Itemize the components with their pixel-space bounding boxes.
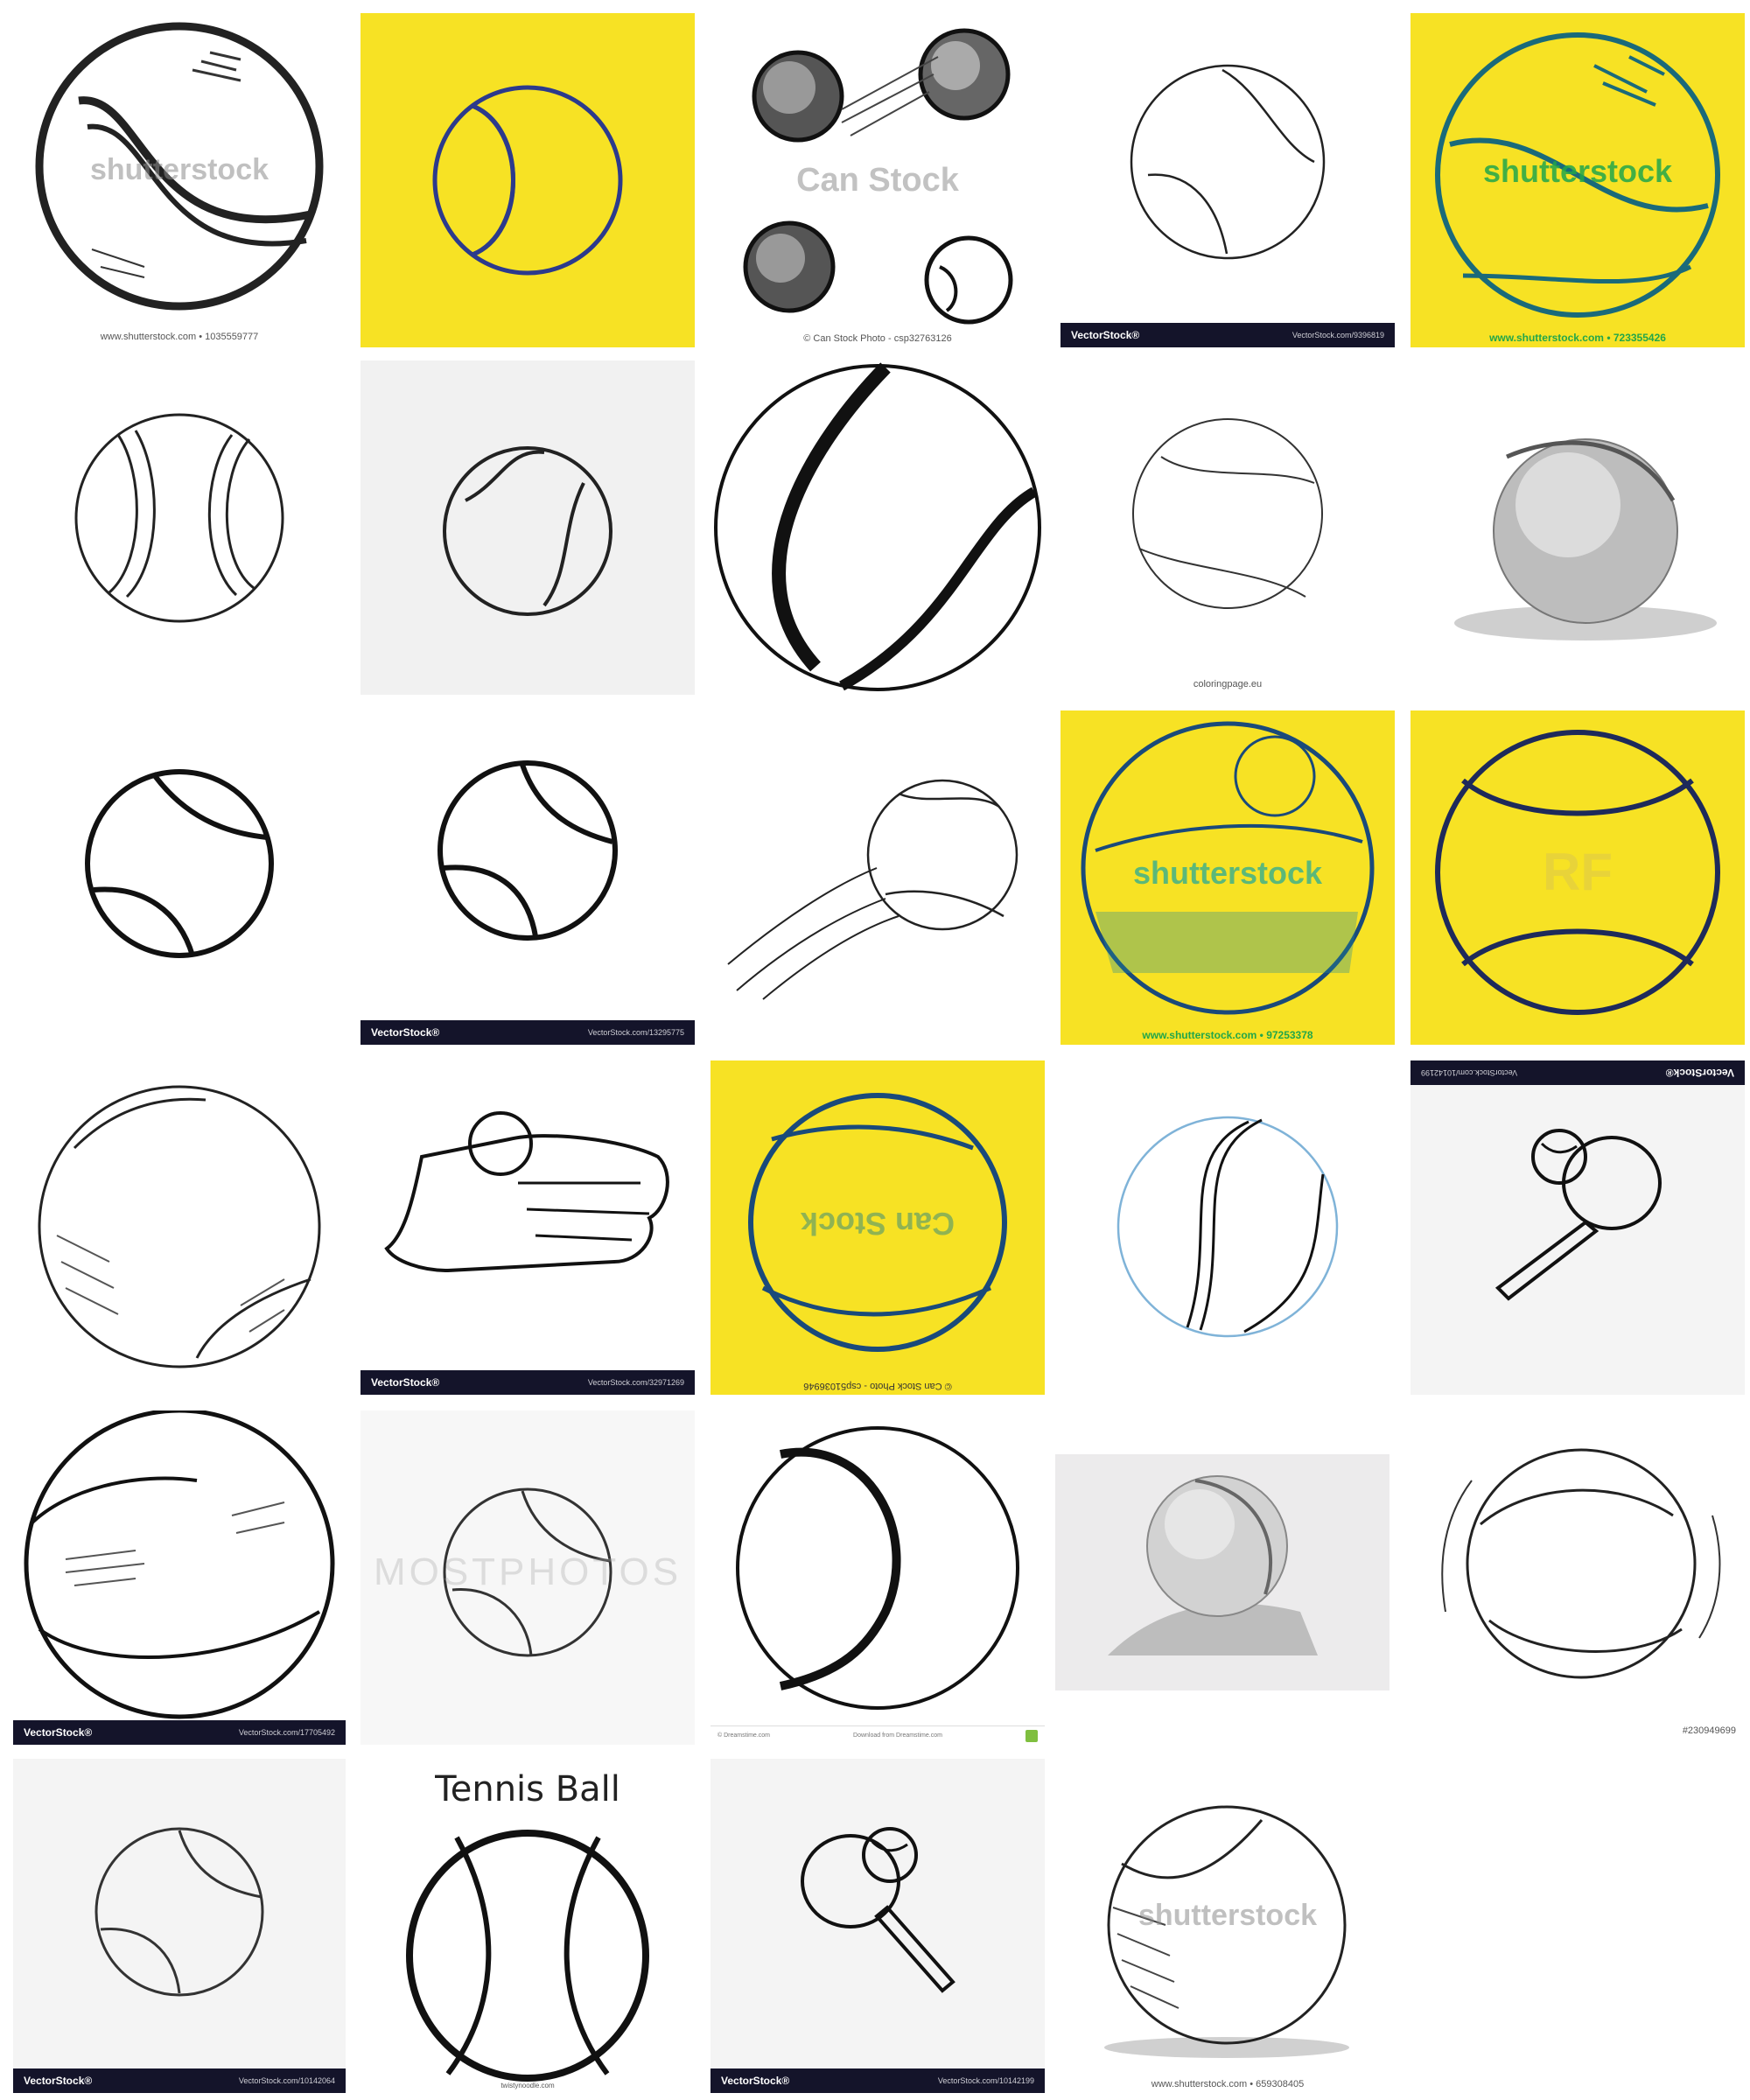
tennis-ball-outline <box>406 1830 649 2082</box>
racket-with-ball <box>801 1827 956 1993</box>
tennis-balls-sketch <box>743 28 1013 325</box>
caption: www.shutterstock.com • 97253378 <box>1142 1029 1313 1041</box>
tennis-ball-hatched <box>1441 1448 1721 1679</box>
tennis-ball-outline <box>1132 418 1323 609</box>
racket-with-ball <box>1494 1129 1662 1301</box>
caption: © Can Stock Photo - csp32763126 <box>803 333 952 344</box>
tile-yellow-hatched-ball-shutterstock[interactable]: shutterstock www.shutterstock.com • 7233… <box>1410 13 1745 347</box>
tile-large-bold-seam-ball[interactable] <box>710 360 1045 695</box>
vectorstock-logo: VectorStock® <box>1665 1067 1734 1079</box>
caption: www.shutterstock.com • 1035559777 <box>100 332 259 342</box>
caption: © Can Stock Photo - csp51036946 <box>803 1381 952 1391</box>
caption: www.shutterstock.com • 723355426 <box>1489 332 1666 344</box>
tennis-ball-outline <box>714 362 1041 691</box>
vectorstock-logo: VectorStock® <box>1071 329 1140 341</box>
vectorstock-url: VectorStock.com/17705492 <box>238 1728 335 1737</box>
tennis-ball-outline <box>443 446 612 616</box>
hand-with-ball <box>384 1111 669 1273</box>
tennis-ball-sketch <box>35 22 324 311</box>
tile-shaded-ball-vectorstock[interactable]: VectorStock® VectorStock.com/10142064 <box>13 1759 346 2093</box>
tennis-ball-hatched <box>1081 721 1375 1015</box>
tile-flying-ball[interactable] <box>710 710 1045 1045</box>
tile-outline-ball-vectorstock[interactable]: VectorStock® VectorStock.com/13295775 <box>360 710 695 1045</box>
dreamstime-left-text: © Dreamstime.com <box>718 1732 770 1739</box>
tennis-ball-outline <box>438 760 618 941</box>
tennis-ball-hatched <box>1435 32 1720 318</box>
vectorstock-url: VectorStock.com/32971269 <box>587 1378 684 1387</box>
vectorstock-logo: VectorStock® <box>371 1376 440 1389</box>
tile-simple-ball-vectorstock[interactable]: VectorStock® VectorStock.com/9396819 <box>1060 13 1395 347</box>
tennis-ball-hatched <box>38 1085 321 1368</box>
vectorstock-logo: VectorStock® <box>24 2075 93 2087</box>
tile-ball-double-seam[interactable] <box>13 360 346 693</box>
tile-grey-outline-ball[interactable] <box>360 360 695 695</box>
tile-hand-holding-ball-vectorstock[interactable]: VectorStock® VectorStock.com/32971269 <box>360 1060 695 1395</box>
vectorstock-bar: VectorStock® VectorStock.com/13295775 <box>360 1020 695 1045</box>
tennis-ball-outline <box>432 85 623 276</box>
caption: twistynoodle.com <box>500 2082 555 2090</box>
caption: coloringpage.eu <box>1193 679 1263 690</box>
dreamstime-bar: © Dreamstime.com Download from Dreamstim… <box>710 1726 1045 1745</box>
tile-tennis-ball-titled[interactable]: Tennis Ball twistynoodle.com <box>360 1759 695 2093</box>
tennis-ball-outline <box>1116 1116 1339 1338</box>
vectorstock-bar: VectorStock® VectorStock.com/9396819 <box>1060 323 1395 347</box>
vectorstock-logo: VectorStock® <box>721 2075 790 2087</box>
tennis-ball-outline <box>1435 730 1720 1015</box>
tile-dreamstime-ball[interactable]: © Dreamstime.com Download from Dreamstim… <box>710 1410 1045 1745</box>
tennis-ball-outline <box>74 413 284 623</box>
caption: #230949699 <box>1682 1726 1736 1736</box>
tile-large-hatched-ball-vectorstock[interactable]: VectorStock® VectorStock.com/17705492 <box>13 1410 346 1745</box>
tile-yellow-outline-ball[interactable] <box>360 13 695 347</box>
vectorstock-logo: VectorStock® <box>371 1026 440 1039</box>
tile-hatched-ball[interactable] <box>13 1060 346 1393</box>
tennis-ball-outline <box>736 1426 1019 1710</box>
tennis-ball-outline <box>1130 64 1326 260</box>
tile-yellow-grass-ball-shutterstock[interactable]: shutterstock www.shutterstock.com • 9725… <box>1060 710 1395 1045</box>
tennis-ball-shaded <box>1454 438 1717 640</box>
tile-pencil-drawing-ball[interactable] <box>1055 1454 1390 1690</box>
vectorstock-url: VectorStock.com/10142064 <box>238 2076 335 2085</box>
vectorstock-url: VectorStock.com/13295775 <box>587 1028 684 1037</box>
tile-blue-outline-ball[interactable] <box>1060 1060 1395 1395</box>
tile-racket-ball-vectorstock[interactable]: VectorStock® VectorStock.com/10142199 <box>1410 1060 1745 1395</box>
vectorstock-bar: VectorStock® VectorStock.com/17705492 <box>13 1720 346 1745</box>
tennis-ball-hatched <box>1104 1805 1349 2058</box>
tennis-ball-outline <box>85 769 274 958</box>
vectorstock-url: VectorStock.com/10142199 <box>1421 1068 1518 1077</box>
tennis-ball-hatched <box>748 1093 1007 1352</box>
tile-yellow-hatched-ball-canstock[interactable]: Can Stock © Can Stock Photo - csp5103694… <box>710 1060 1045 1395</box>
dreamstime-right-text: Download from Dreamstime.com <box>853 1732 942 1739</box>
vectorstock-url: VectorStock.com/10142199 <box>937 2076 1034 2085</box>
vectorstock-logo: VectorStock® <box>24 1726 93 1739</box>
vectorstock-bar: VectorStock® VectorStock.com/10142199 <box>1410 1060 1745 1085</box>
vectorstock-bar: VectorStock® VectorStock.com/10142064 <box>13 2068 346 2093</box>
tile-sketch-ball-shutterstock[interactable]: shutterstock www.shutterstock.com • 1035… <box>13 13 346 346</box>
dreamstime-badge-icon <box>1025 1729 1038 1742</box>
tile-thick-outline-ball[interactable] <box>13 710 346 1043</box>
tile-mostphotos-ball[interactable]: MOSTPHOTOS <box>360 1410 695 1745</box>
tile-pencil-shaded-ball[interactable] <box>1410 360 1745 695</box>
tile-yellow-rf-clipart-ball[interactable]: RF <box>1410 710 1745 1045</box>
tennis-ball-outline <box>443 1488 612 1657</box>
tile-title: Tennis Ball <box>435 1769 620 1810</box>
vectorstock-url: VectorStock.com/9396819 <box>1292 331 1384 340</box>
tile-engraved-ball[interactable]: #230949699 <box>1410 1410 1745 1745</box>
tennis-ball-hatched <box>24 1410 335 1719</box>
tile-pen-sketch-ball-shutterstock[interactable]: shutterstock www.shutterstock.com • 6593… <box>1060 1759 1395 2093</box>
vectorstock-bar: VectorStock® VectorStock.com/32971269 <box>360 1370 695 1395</box>
vectorstock-bar: VectorStock® VectorStock.com/10142199 <box>710 2068 1045 2093</box>
tennis-ball-shaded <box>1108 1475 1318 1656</box>
tennis-ball-outline <box>94 1827 264 1997</box>
tile-racket-ball-2-vectorstock[interactable]: VectorStock® VectorStock.com/10142199 <box>710 1759 1045 2093</box>
tile-four-balls-canstock[interactable]: Can Stock © Can Stock Photo - csp3276312… <box>710 13 1045 347</box>
tile-coloringpage-ball[interactable]: coloringpage.eu <box>1060 360 1395 695</box>
tennis-ball-motion <box>727 779 1018 1000</box>
caption: www.shutterstock.com • 659308405 <box>1151 2079 1305 2090</box>
